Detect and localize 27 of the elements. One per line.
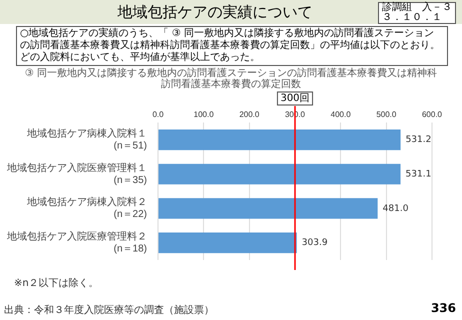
x-tick-label: 0.0 xyxy=(152,110,164,120)
y-tick-label: 地域包括ケア入院医療管理料１(n＝35) xyxy=(6,162,147,186)
text: ※n２以下は除く。 xyxy=(14,276,99,290)
x-tick-label: 600.0 xyxy=(422,110,443,120)
text: 診調組 入－３ xyxy=(382,2,452,13)
data-label: 303.9 xyxy=(302,238,328,248)
chart-title: 地域包括ケアの実績について xyxy=(116,3,314,22)
text: 336 xyxy=(430,301,456,315)
bar xyxy=(158,232,297,254)
x-tick-label: 200.0 xyxy=(239,110,260,120)
x-tick-label: 100.0 xyxy=(194,110,214,120)
x-tick-label: 400.0 xyxy=(330,110,352,120)
data-label: 531.1 xyxy=(406,169,432,180)
text: ③ 同一敷地内又は隣接する敷地内の訪問看護ステーションの訪問看護基本療養費又は精神科訪問看護基本療養費の算定回数 xyxy=(24,68,438,90)
y-tick-label: 地域包括ケア病棟入院料１(n＝51) xyxy=(26,128,147,152)
data-label: 481.0 xyxy=(382,204,409,214)
text: ３．１０．１ xyxy=(382,12,443,23)
chart-subtitle: ○地域包括ケアの実績のうち、「 ③ 同一敷地内又は隣接する敷地内の訪問看護ステーションの訪問看護基本療養費又は精神科訪問看護基本療養費の算定回数」の平均値は以下のとおり。どの入院料においても、平均値が基準以上であった。 xyxy=(16,26,448,66)
source-note: 出典：令和３年度入院医療等の調査（施設票） xyxy=(4,304,214,317)
data-label: 531.2 xyxy=(406,135,432,146)
y-tick-label: 地域包括ケア病棟入院料２(n＝22) xyxy=(26,196,147,220)
bar xyxy=(158,129,401,150)
bar xyxy=(158,198,378,219)
ref-line-label: 300回 xyxy=(280,93,310,104)
x-tick-label: 500.0 xyxy=(376,110,397,120)
bar xyxy=(158,164,401,184)
y-tick-label: 地域包括ケア入院医療管理料２(n＝18) xyxy=(6,230,147,255)
